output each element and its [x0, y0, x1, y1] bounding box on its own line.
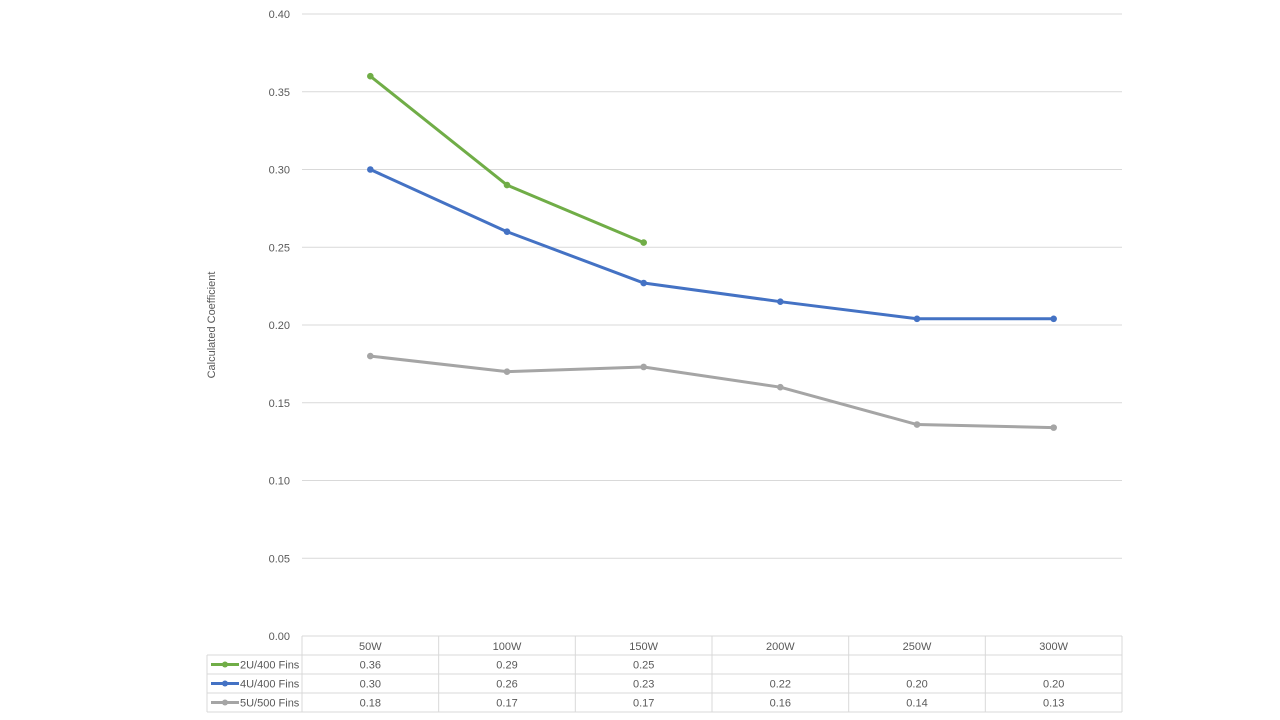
- legend-series-name: 4U/400 Fins: [240, 679, 300, 691]
- data-point: [777, 383, 784, 391]
- data-point: [503, 228, 511, 235]
- series-layer: [367, 72, 1057, 431]
- y-tick-label: 0.40: [269, 9, 290, 21]
- x-category-label: 300W: [1039, 641, 1068, 653]
- legend-key-marker: [222, 680, 228, 687]
- data-point: [503, 368, 511, 375]
- y-tick-label: 0.20: [269, 320, 290, 332]
- table-value: 0.20: [906, 679, 927, 691]
- data-point: [913, 421, 921, 428]
- table-value: 0.14: [906, 698, 927, 710]
- y-tick-label: 0.35: [269, 87, 290, 99]
- table-value: 0.16: [770, 698, 791, 710]
- table-value: 0.22: [770, 679, 791, 691]
- data-point: [367, 352, 374, 360]
- data-point: [640, 239, 647, 246]
- y-axis-title: Calculated Coefficient: [206, 272, 218, 379]
- data-point: [367, 166, 374, 173]
- series-line: [368, 354, 1056, 430]
- data-point: [1050, 315, 1057, 323]
- table-value: 0.30: [360, 679, 381, 691]
- table-value: 0.26: [496, 679, 517, 691]
- data-point: [503, 181, 511, 189]
- data-point: [913, 315, 921, 323]
- x-category-label: 50W: [359, 641, 382, 653]
- y-tick-label: 0.00: [269, 631, 290, 643]
- table-value: 0.17: [633, 698, 654, 710]
- x-category-label: 250W: [903, 641, 932, 653]
- data-table: 50W 100W 150W 200W 250W 300W 2U/400 Fins 0.36 0.…: [206, 635, 1123, 713]
- table-value: 0.20: [1043, 679, 1064, 691]
- data-point: [1050, 424, 1057, 431]
- y-tick-label: 0.25: [269, 242, 290, 254]
- y-axis: 0.00 0.05 0.10 0.15 0.20 0.25 0.30 0.35 0.40: [269, 9, 290, 643]
- legend-series-name: 5U/500 Fins: [240, 698, 300, 710]
- table-value: 0.13: [1043, 698, 1064, 710]
- x-category-label: 150W: [629, 641, 658, 653]
- legend-series-name: 2U/400 Fins: [240, 660, 300, 672]
- y-tick-label: 0.15: [269, 398, 290, 410]
- legend-key-marker: [222, 661, 228, 668]
- series-3: [367, 352, 1057, 431]
- table-value: 0.25: [633, 660, 654, 672]
- table-value: 0.29: [496, 660, 517, 672]
- data-point: [640, 363, 647, 371]
- legend-key-marker: [222, 699, 228, 706]
- table-value: 0.17: [496, 698, 517, 710]
- table-value: 0.18: [360, 698, 381, 710]
- y-tick-label: 0.10: [269, 476, 290, 488]
- y-tick-label: 0.05: [269, 553, 290, 565]
- series-1: [367, 72, 647, 246]
- series-2: [367, 166, 1057, 323]
- y-tick-label: 0.30: [269, 165, 290, 177]
- data-point: [777, 298, 784, 305]
- series-line: [368, 74, 646, 245]
- table-value: 0.23: [633, 679, 654, 691]
- x-category-label: 100W: [493, 641, 522, 653]
- gridlines: [302, 13, 1122, 559]
- series-line: [368, 168, 1056, 321]
- data-point: [367, 72, 374, 80]
- data-point: [640, 279, 647, 287]
- x-category-label: 200W: [766, 641, 795, 653]
- table-value: 0.36: [360, 660, 381, 672]
